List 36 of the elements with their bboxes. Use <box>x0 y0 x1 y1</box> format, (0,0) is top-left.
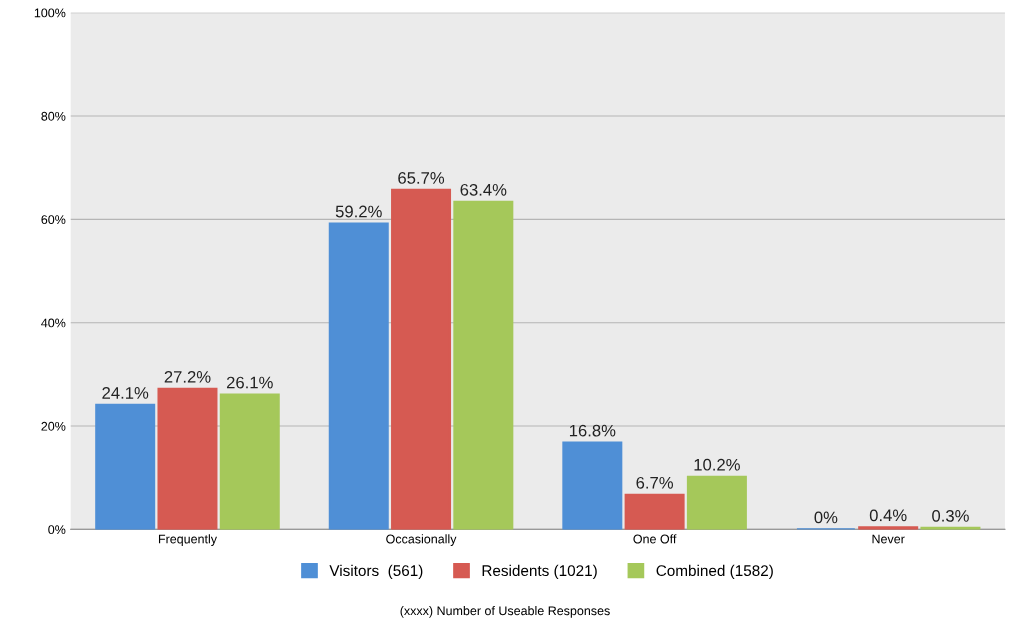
y-tick-label: 60% <box>41 215 66 225</box>
data-label: 24.1% <box>102 386 149 399</box>
data-label: 59.2% <box>335 205 382 218</box>
text: (xxxx) Number of Useable Responses <box>400 605 610 618</box>
data-label: 27.2% <box>164 370 211 383</box>
y-tick-label: 40% <box>41 318 66 328</box>
bar <box>858 526 919 530</box>
x-tick-label: Occasionally <box>386 534 457 546</box>
data-label: 0% <box>814 511 838 524</box>
data-label: 0.3% <box>932 509 969 522</box>
bar <box>95 403 156 530</box>
data-label: 10.2% <box>694 458 740 471</box>
bar <box>453 200 514 530</box>
y-tick-label: 0% <box>48 525 66 535</box>
x-tick-label: Never <box>872 534 905 544</box>
x-tick-label: One Off <box>633 534 677 544</box>
data-label: 6.7% <box>636 476 674 489</box>
bar <box>328 222 389 530</box>
x-tick-label: Frequently <box>158 534 217 546</box>
data-label: 65.7% <box>398 172 445 184</box>
data-label: 0.4% <box>869 509 907 522</box>
bar <box>624 493 685 530</box>
y-tick-label: 100% <box>34 8 66 18</box>
data-label: 26.1% <box>226 376 273 389</box>
legend-label: Combined (1582) <box>656 564 773 580</box>
bar <box>562 441 623 530</box>
legend-label: Residents (1021) <box>482 564 597 580</box>
y-tick-label: 80% <box>41 111 66 121</box>
legend-label: Visitors (561) <box>329 564 423 580</box>
data-label: 16.8% <box>569 424 616 437</box>
bar <box>157 387 218 530</box>
data-label: 63.4% <box>460 183 507 196</box>
bar <box>686 475 747 530</box>
bar <box>391 188 452 530</box>
y-tick-label: 20% <box>41 421 66 431</box>
bar <box>219 393 280 530</box>
